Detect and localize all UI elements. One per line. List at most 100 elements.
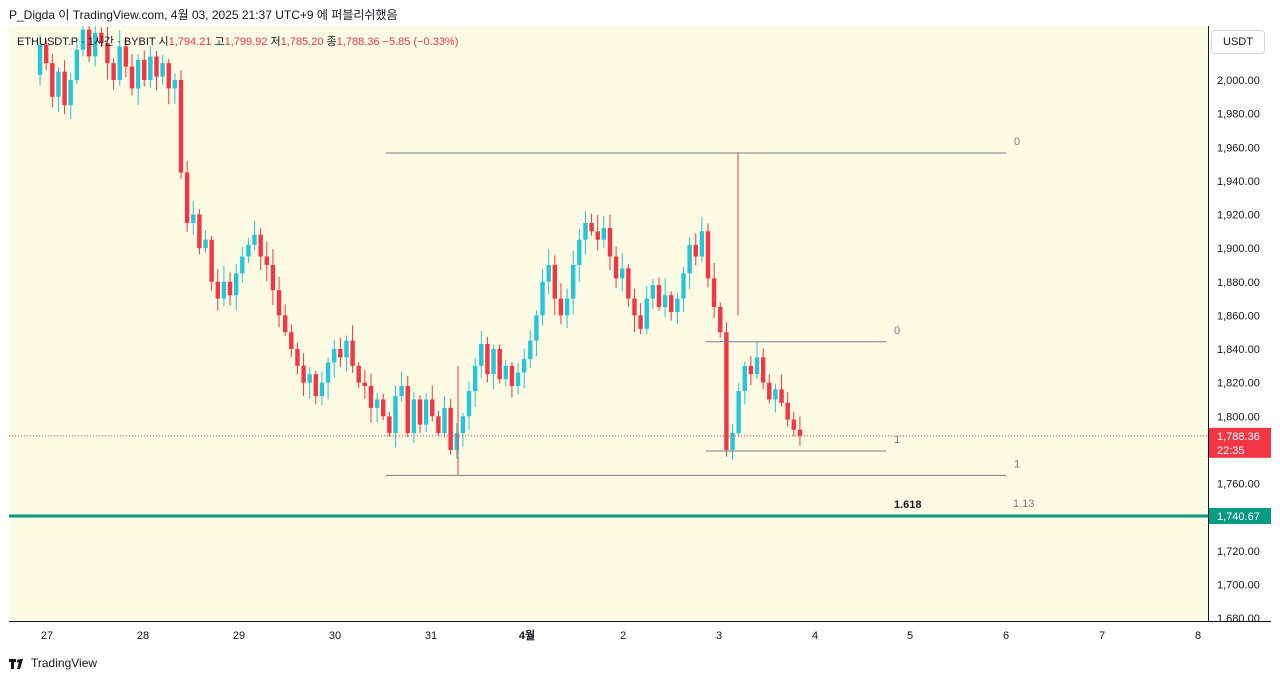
candle: [760, 357, 766, 383]
candle: [362, 382, 368, 386]
candle: [350, 340, 355, 366]
candle: [154, 56, 159, 77]
price-tick-label: 1,700.00: [1217, 579, 1260, 591]
candle: [381, 399, 386, 417]
candle: [785, 402, 790, 420]
candle: [184, 172, 190, 223]
candle: [411, 399, 417, 434]
candle: [711, 278, 717, 307]
candle: [368, 385, 374, 408]
candle: [656, 285, 662, 307]
close-label: 종: [326, 36, 337, 48]
candle: [632, 298, 637, 316]
candle: [393, 396, 398, 434]
candle: [779, 389, 784, 403]
candle: [736, 391, 741, 434]
candle: [105, 43, 110, 64]
candle: [705, 231, 711, 279]
time-axis[interactable]: 27 28 29 30 31 4월 2 3 4 5 6 7 8: [9, 621, 1271, 648]
candle: [601, 227, 607, 240]
candle: [497, 349, 502, 380]
candle: [718, 306, 723, 333]
candle: [338, 349, 343, 358]
candle: [221, 281, 227, 299]
time-axis-svg: 27 28 29 30 31 4월 2 3 4 5 6 7 8: [41, 628, 1201, 642]
price-axis[interactable]: 2,000.00 1,980.00 1,960.00 1,940.00 1,920.00…: [1208, 26, 1272, 625]
fib-extension-label: 1.618: [894, 499, 922, 511]
candle: [577, 239, 582, 265]
footer-brand-text: TradingView: [31, 656, 98, 670]
close-value: 1,788.36: [336, 36, 380, 48]
candle: [301, 365, 306, 383]
fib-level-label: 1: [894, 434, 900, 446]
candle: [215, 281, 220, 299]
chart-area[interactable]: 0 1 0 1 1.618 1.13: [9, 17, 1208, 621]
candle: [233, 273, 239, 296]
candle: [448, 407, 453, 450]
symbol-legend: ETHUSDT.P · 1시간 · BYBIT 시1,794.21 고1,799…: [17, 33, 458, 49]
candle: [252, 234, 257, 245]
candle: [442, 407, 447, 434]
candle: [135, 59, 141, 89]
time-tick-label: 27: [41, 630, 53, 642]
price-tick-label: 1,720.00: [1217, 546, 1260, 558]
candle: [681, 273, 686, 299]
price-tick-label: 1,860.00: [1217, 310, 1260, 322]
candle: [662, 295, 668, 307]
candle: [209, 239, 214, 282]
time-tick-label: 28: [137, 630, 149, 642]
currency-button[interactable]: USDT: [1211, 30, 1265, 54]
candle: [436, 416, 441, 434]
candle: [607, 227, 613, 257]
candle: [43, 44, 49, 64]
candle: [313, 374, 319, 397]
candle: [485, 343, 490, 375]
candle: [191, 214, 196, 223]
candle: [620, 268, 625, 279]
time-tick-label: 30: [329, 630, 341, 642]
candle: [669, 295, 674, 313]
candle: [142, 59, 147, 80]
candle: [129, 66, 135, 89]
candle: [240, 256, 245, 274]
candle: [460, 416, 466, 434]
candle: [332, 349, 337, 363]
candle: [675, 298, 680, 313]
candle: [534, 315, 539, 341]
footer-brand[interactable]: TradingView: [9, 656, 97, 670]
candle: [699, 231, 705, 257]
symbol-name[interactable]: ETHUSDT.P · 1시간 · BYBIT: [17, 36, 156, 48]
candle: [528, 340, 533, 360]
candle: [197, 214, 202, 249]
candle: [479, 343, 484, 366]
candle: [546, 264, 551, 282]
candle: [276, 290, 282, 316]
fib-level-label: 1: [1014, 458, 1020, 470]
candle: [356, 365, 361, 383]
candle: [160, 63, 165, 77]
candle: [307, 374, 312, 383]
time-tick-label: 2: [620, 630, 626, 642]
candle: [374, 399, 380, 408]
price-tick-label: 1,840.00: [1217, 344, 1260, 356]
candle: [491, 349, 496, 375]
candle: [99, 32, 104, 44]
candle: [117, 46, 122, 80]
candle: [405, 385, 410, 434]
price-tick-label: 1,820.00: [1217, 378, 1260, 390]
candle: [595, 231, 600, 240]
fib-extension-label: 1.13: [1013, 498, 1034, 510]
tradingview-logo-icon: [9, 658, 27, 669]
candle: [509, 365, 515, 386]
high-label: 고: [214, 36, 225, 48]
price-tick-label: 1,920.00: [1217, 210, 1260, 222]
candle: [270, 264, 276, 291]
candlestick-chart[interactable]: 0 1 0 1 1.618 1.13: [9, 17, 1208, 621]
price-tick-label: 1,900.00: [1217, 243, 1260, 255]
change-value: −5.85 (−0.33%): [382, 36, 459, 48]
time-tick-label: 3: [716, 630, 722, 642]
candle: [289, 332, 294, 349]
candle: [521, 359, 527, 373]
price-label-badge: [1209, 507, 1271, 524]
open-label: 시: [158, 36, 169, 48]
